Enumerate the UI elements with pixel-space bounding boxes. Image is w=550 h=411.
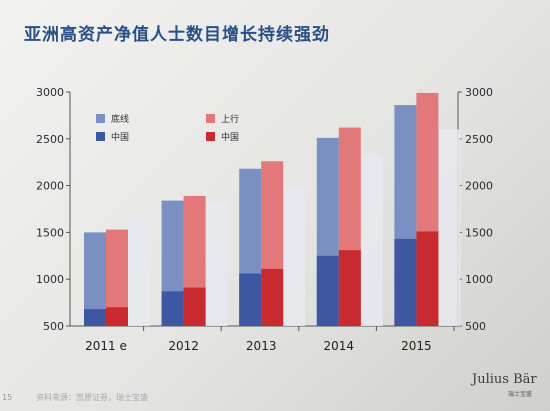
bar-china-blue — [84, 309, 106, 326]
y-tick-label-left: 1000 — [36, 273, 64, 286]
legend-label-china-blue: 中国 — [111, 133, 130, 143]
source-note: 资料来源：凯原证券，瑞士宝盛 — [36, 393, 148, 402]
x-tick-label: 2012 — [168, 339, 199, 353]
y-tick-label-left: 1500 — [36, 226, 64, 239]
x-tick-label: 2015 — [401, 339, 432, 353]
bar-china-red — [338, 250, 361, 326]
legend-swatch-upside — [206, 114, 215, 123]
brand-logo: Julius Bär — [472, 372, 537, 387]
y-tick-label-right: 2000 — [465, 180, 493, 193]
bar-upside — [106, 229, 128, 326]
legend-item-baseline: 底线 — [96, 112, 129, 125]
chart-title: 亚洲高资产净值人士数目增长持续强劲 — [24, 25, 330, 45]
y-tick-label-right: 1000 — [465, 273, 493, 286]
ghost-bar — [205, 202, 228, 326]
y-tick-label-left: 2500 — [36, 133, 64, 146]
ghost-bar — [360, 154, 383, 326]
legend-label-upside: 上行 — [221, 115, 240, 125]
bar-china-blue — [239, 273, 262, 326]
legend-item-china-blue: 中国 — [96, 130, 129, 143]
ghost-bar — [283, 188, 306, 326]
y-tick-label-right: 500 — [465, 320, 486, 333]
y-tick-label-left: 2000 — [36, 180, 64, 193]
ghost-bar — [438, 129, 461, 326]
page-number: 15 — [2, 393, 13, 402]
y-tick-label-right: 1500 — [465, 226, 493, 239]
bar-baseline — [84, 232, 106, 326]
x-tick-label: 2014 — [324, 339, 355, 353]
brand-subtitle: 瑞士宝盛 — [508, 391, 533, 398]
legend-label-baseline: 底线 — [111, 115, 130, 125]
legend-swatch-china-blue — [96, 132, 105, 141]
legend-item-upside: 上行 — [206, 112, 239, 125]
bar-china-red — [106, 307, 128, 326]
y-tick-label-right: 2500 — [465, 133, 493, 146]
legend-swatch-china-red — [206, 132, 215, 141]
bar-china-red — [261, 268, 284, 326]
bar-china-blue — [394, 238, 417, 326]
y-tick-label-left: 500 — [43, 320, 64, 333]
legend-swatch-baseline — [96, 114, 105, 123]
ghost-bar — [128, 217, 150, 326]
bar-china-blue — [161, 291, 184, 326]
x-tick-label: 2013 — [246, 339, 277, 353]
legend-item-china-red: 中国 — [206, 130, 239, 143]
legend-label-china-red: 中国 — [221, 133, 240, 143]
bar-china-blue — [316, 255, 339, 326]
y-tick-label-left: 3000 — [36, 86, 64, 99]
bar-china-red — [416, 231, 439, 326]
bar-china-red — [183, 287, 206, 326]
x-tick-label: 2011 e — [85, 339, 127, 353]
y-tick-label-right: 3000 — [465, 86, 493, 99]
